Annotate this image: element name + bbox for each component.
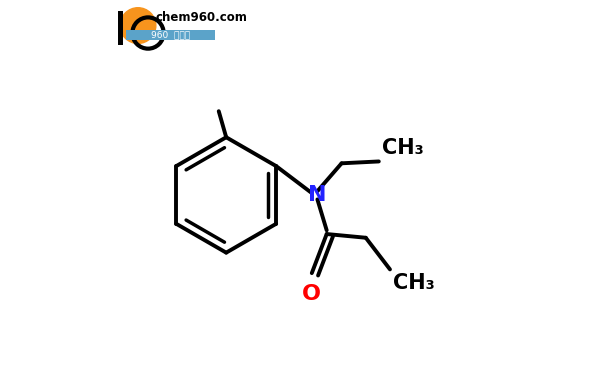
FancyBboxPatch shape bbox=[126, 30, 215, 40]
Text: CH₃: CH₃ bbox=[393, 273, 435, 293]
Text: O: O bbox=[302, 284, 321, 304]
Text: chem960.com: chem960.com bbox=[155, 10, 247, 24]
Circle shape bbox=[120, 8, 156, 44]
Text: CH₃: CH₃ bbox=[382, 138, 423, 159]
Text: N: N bbox=[308, 185, 327, 205]
Text: 960  化工网: 960 化工网 bbox=[151, 31, 190, 40]
